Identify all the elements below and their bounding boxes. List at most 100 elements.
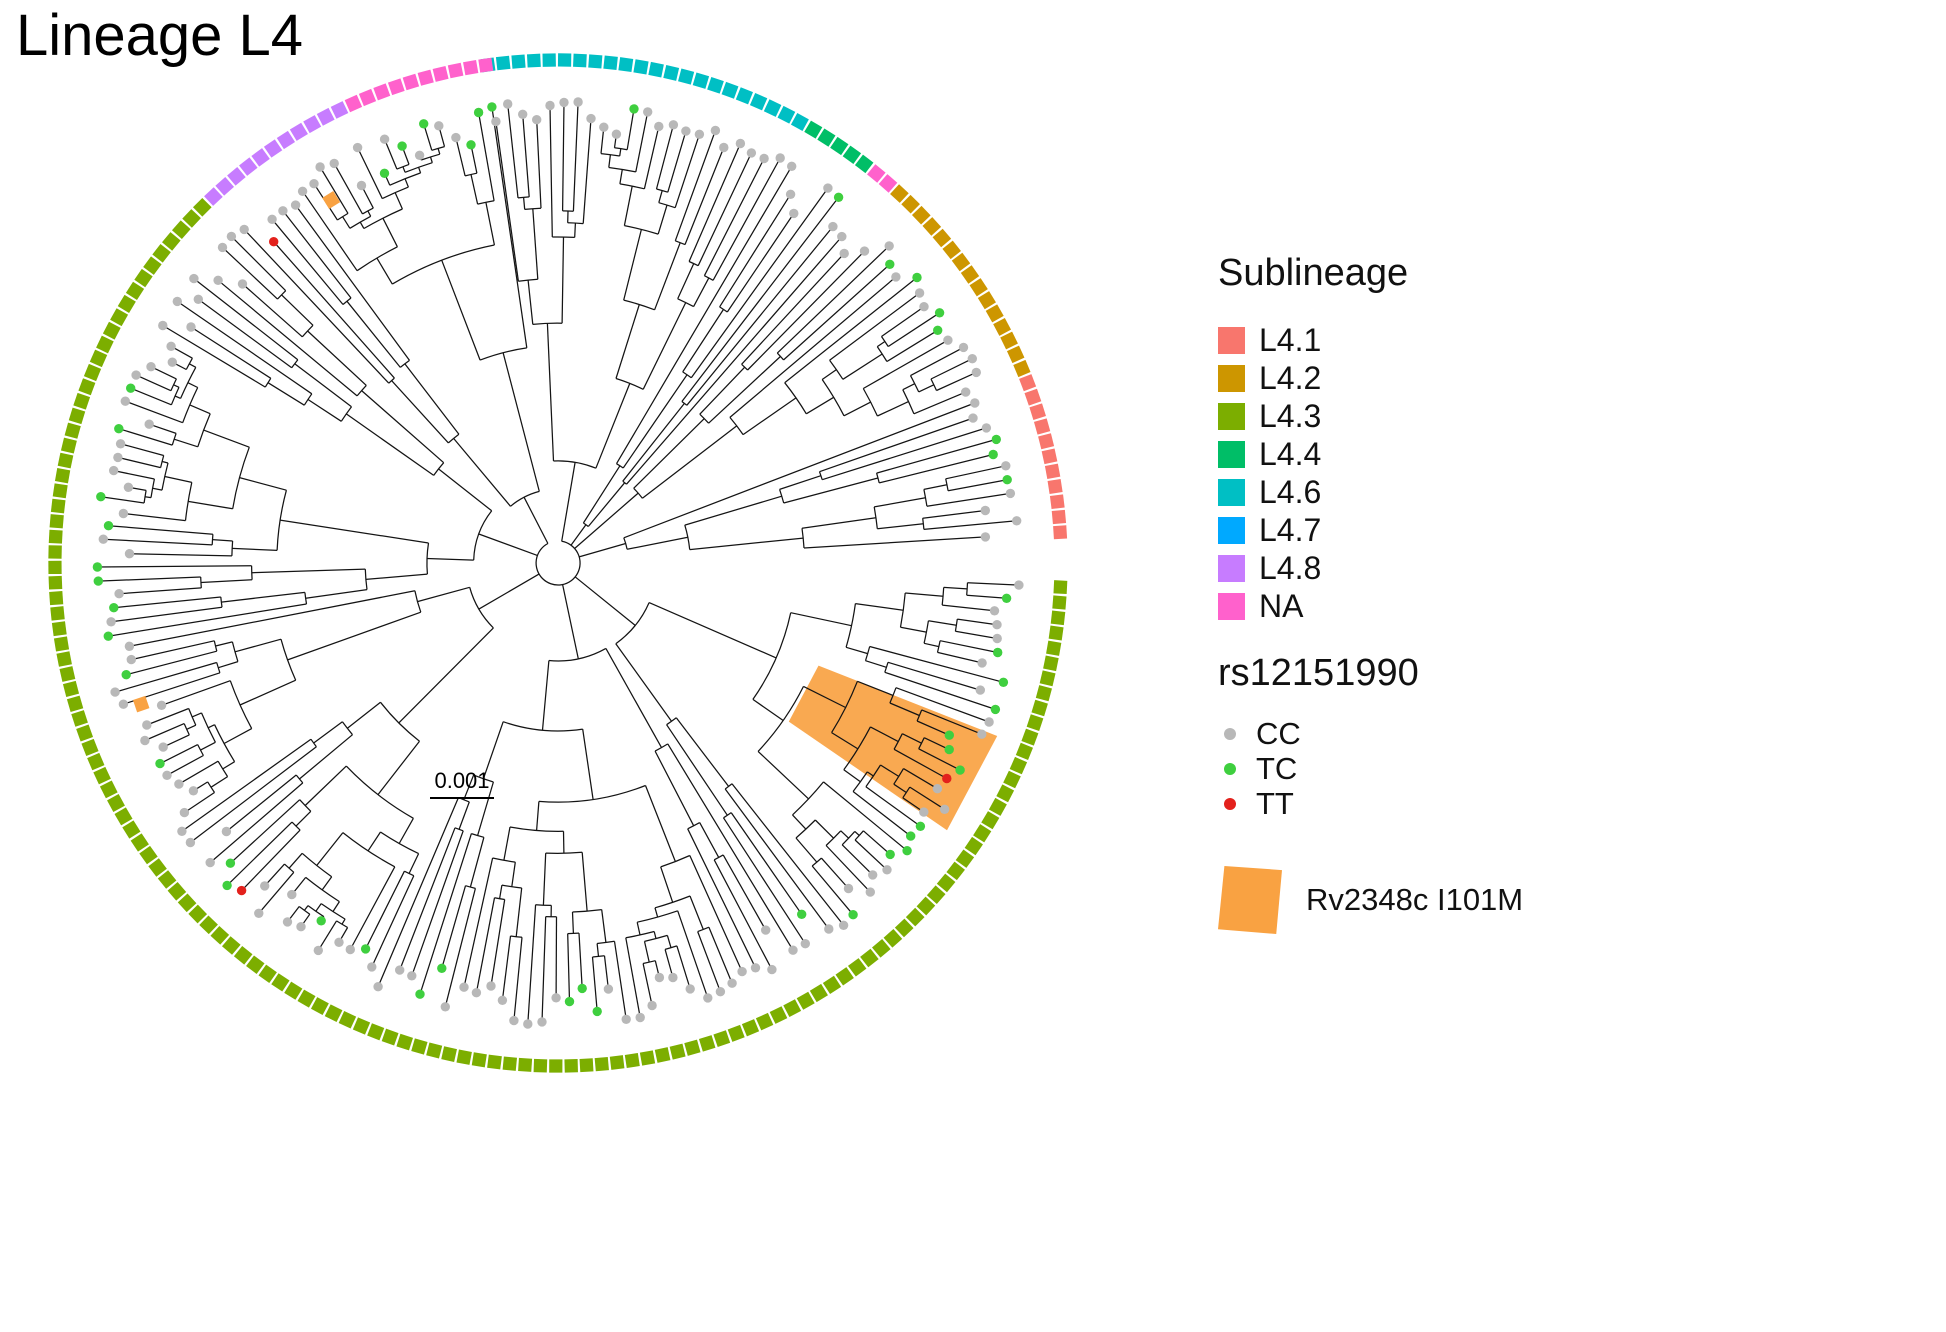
ring-tile [1051, 509, 1067, 525]
branch [333, 163, 364, 215]
tip-dot [592, 1006, 602, 1017]
ring-tile [52, 483, 68, 499]
branch [117, 456, 161, 469]
ring-tile [1029, 403, 1046, 420]
tip-dot [213, 275, 223, 285]
sublineage-swatch [1218, 516, 1245, 544]
tip-dot [719, 142, 729, 153]
tip-dot [118, 699, 129, 709]
branch-arc [909, 375, 920, 393]
ring-tile [1003, 770, 1021, 789]
tip-dot [356, 180, 367, 191]
branch [615, 165, 793, 465]
tip-dot [497, 995, 508, 1005]
branch [113, 596, 221, 609]
ring-tile [942, 240, 961, 260]
tip-dot [848, 910, 858, 920]
tip-dot [334, 937, 344, 947]
tip-dot [193, 294, 203, 304]
branch [783, 263, 891, 361]
branch [98, 576, 201, 582]
legend-item-genotype: TC [1218, 753, 1738, 785]
tip-dot [491, 116, 501, 127]
branch [909, 786, 945, 810]
ring-tile [344, 94, 363, 113]
tip-dot [177, 826, 187, 836]
branch [144, 723, 185, 742]
tip-dot [287, 889, 297, 900]
sublineage-legend-title: Sublineage [1218, 252, 1409, 294]
branch-arc [795, 819, 816, 839]
ring-tile [872, 939, 891, 958]
ring-tile [83, 363, 102, 382]
ring-tile [89, 349, 108, 368]
branch-arc [305, 876, 340, 903]
tip-dot [992, 633, 1002, 644]
branch-arc [567, 222, 584, 225]
tip-dot [167, 357, 177, 367]
branch [916, 720, 950, 736]
tip-dot [123, 482, 134, 492]
tip-dot [943, 335, 953, 345]
branch-arc [538, 784, 646, 803]
branch-arc [200, 712, 216, 743]
branch [578, 933, 583, 989]
branch [536, 119, 542, 209]
tip-dot [118, 508, 129, 519]
tip-dot [121, 670, 131, 680]
legend-item-genotype: TT [1218, 788, 1738, 820]
branch [893, 748, 948, 780]
branch [187, 382, 198, 389]
legend-panel: Sublineage L4.1 L4.2 L4.3 L4.4 L4.6 L4.7 L4.8 N… [1218, 252, 1738, 934]
branch-arc [479, 347, 527, 361]
branch [367, 831, 382, 852]
tip-dot [103, 521, 114, 531]
tip-dot [523, 1019, 533, 1029]
branch [125, 400, 183, 424]
branch [129, 553, 232, 557]
tip-dot [759, 153, 769, 164]
branch [264, 863, 285, 887]
tip-dot [236, 885, 247, 896]
branch [491, 106, 528, 348]
branch [215, 641, 233, 647]
branch-arc [171, 433, 177, 446]
branch-arc [524, 207, 542, 211]
ring-tile [830, 136, 849, 156]
branch-arc [447, 433, 460, 444]
branch [114, 661, 217, 693]
branch [870, 726, 899, 743]
tip-dot [998, 677, 1009, 687]
branch [574, 492, 639, 549]
branch [315, 903, 322, 912]
branch [876, 438, 997, 474]
branch [303, 905, 309, 911]
branch [874, 497, 926, 508]
ring-tile [396, 1033, 414, 1051]
ring-tile [143, 256, 162, 275]
branch-arc [941, 587, 945, 606]
branch [317, 920, 338, 951]
tip-dot [975, 685, 985, 695]
ring-tile [1039, 670, 1056, 687]
branch [902, 733, 922, 744]
ring-tile [633, 59, 649, 75]
branch [841, 844, 874, 876]
branch-arc [608, 166, 636, 173]
ring-tile [1038, 433, 1055, 450]
tip-dot [103, 631, 114, 641]
branch [626, 236, 843, 485]
branch [633, 418, 705, 489]
branch [193, 278, 299, 361]
ring-tile [167, 881, 187, 901]
ring-tile [1000, 331, 1018, 350]
branch [108, 603, 307, 637]
branch [574, 576, 636, 626]
ring-tile [139, 845, 158, 865]
branch-arc [633, 487, 643, 499]
branch [886, 329, 939, 363]
sublineage-label: L4.2 [1259, 360, 1322, 396]
branch [394, 192, 403, 210]
branch [527, 280, 534, 325]
branch-arc [852, 771, 868, 792]
